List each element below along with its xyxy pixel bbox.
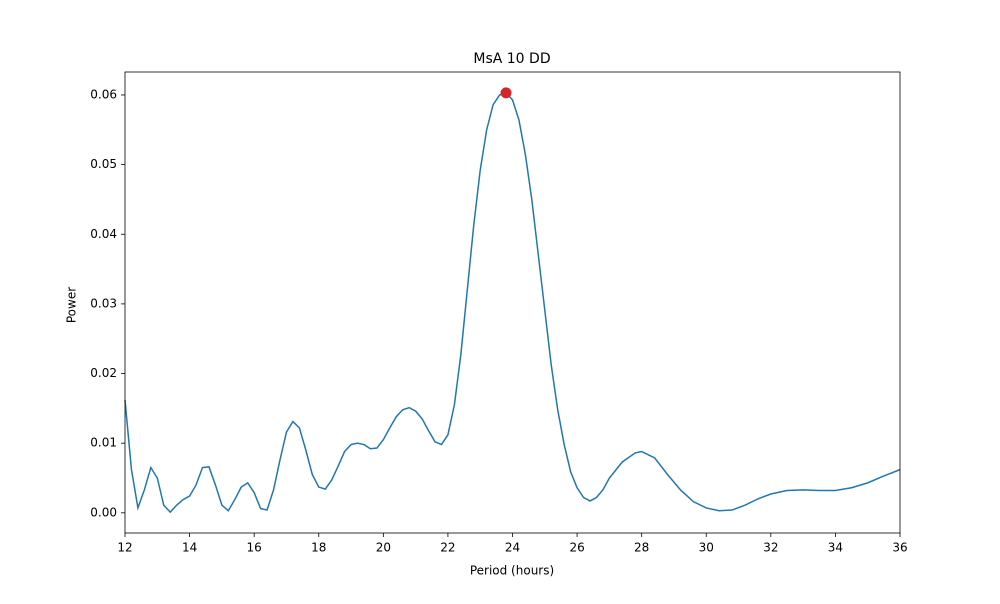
x-tick-label: 18 [311,541,326,555]
x-tick-label: 32 [763,541,778,555]
line [124,92,901,514]
y-axis-label: Power [65,287,79,323]
peak-marker [500,87,512,99]
x-axis-label: Period (hours) [470,564,554,578]
x-tick-label: 24 [505,541,520,555]
y-tick-label: 0.04 [90,227,117,241]
y-tick-label: 0.05 [90,157,117,171]
y-tick-label: 0.00 [90,505,117,519]
y-tick-label: 0.01 [90,436,117,450]
x-tick-label: 22 [440,541,455,555]
x-tick-label: 36 [892,541,907,555]
x-tick-label: 20 [376,541,391,555]
x-tick-label: 34 [828,541,843,555]
x-tick-label: 16 [247,541,262,555]
x-tick-label: 12 [117,541,132,555]
chart-title: MsA 10 DD [473,51,550,67]
y-tick-label: 0.02 [90,366,117,380]
x-tick-label: 30 [699,541,714,555]
x-tick-label: 14 [182,541,197,555]
x-tick-label: 26 [569,541,584,555]
x-tick-label: 28 [634,541,649,555]
y-tick-label: 0.06 [90,87,117,101]
y-tick-label: 0.03 [90,296,117,310]
plot-frame [124,71,901,534]
